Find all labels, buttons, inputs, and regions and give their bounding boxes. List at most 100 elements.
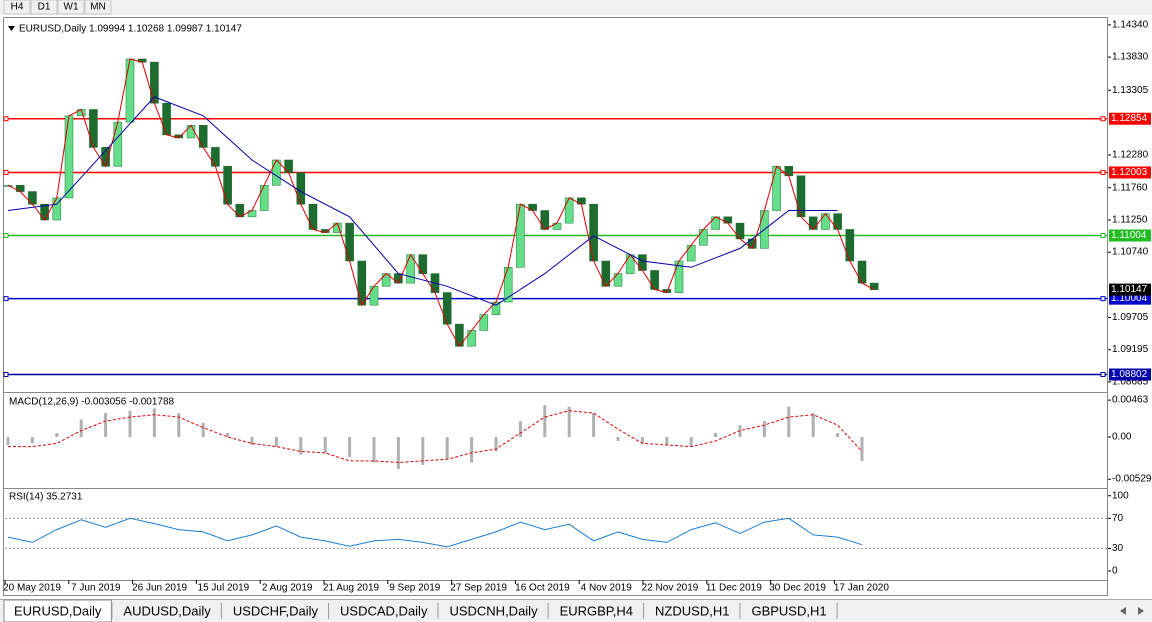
macd-bar	[665, 437, 669, 445]
macd-bar	[689, 437, 693, 447]
macd-bar	[811, 413, 815, 438]
macd-bar	[860, 437, 864, 461]
level-handle[interactable]	[3, 372, 9, 378]
timeframe-button[interactable]	[57, 0, 85, 15]
macd-bar	[445, 437, 449, 460]
timeframe-label: D1	[38, 2, 51, 13]
x-tick-label: 9 Sep 2019	[389, 583, 441, 594]
chart-frame	[3, 17, 1108, 596]
level-handle[interactable]	[1100, 372, 1106, 378]
tab-label[interactable]: EURUSD,Daily	[14, 604, 102, 619]
macd-title: MACD(12,26,9) -0.003056 -0.001788	[9, 397, 175, 408]
macd-bar	[616, 437, 620, 441]
tab-label[interactable]: GBPUSD,H1	[751, 604, 826, 619]
y-tick-label: 0.00	[1112, 432, 1132, 443]
candle	[345, 222, 354, 262]
candle	[564, 197, 574, 224]
macd-bar	[226, 433, 230, 438]
y-tick-label: 30	[1112, 543, 1124, 554]
level-handle[interactable]	[1100, 233, 1106, 239]
y-tick-label: 1.13830	[1112, 52, 1149, 63]
candle	[638, 254, 647, 271]
level-handle[interactable]	[3, 296, 9, 302]
y-tick-label: 1.12280	[1112, 149, 1149, 160]
candle	[272, 159, 281, 186]
timeframe-button[interactable]	[84, 0, 112, 15]
candle	[211, 147, 220, 167]
timeframe-label: W1	[64, 2, 79, 13]
candle	[821, 213, 830, 230]
candle	[845, 229, 855, 262]
macd-bar	[372, 437, 376, 463]
scroll-left[interactable]	[1120, 607, 1126, 615]
chart-title: EURUSD,Daily 1.09994 1.10268 1.09987 1.1…	[19, 24, 242, 35]
level-label-box	[1109, 112, 1151, 125]
y-tick-label: 1.08685	[1112, 376, 1149, 387]
candle	[772, 166, 781, 211]
fast-ma-line	[7, 58, 875, 348]
candle	[613, 273, 623, 287]
level-handle[interactable]	[1100, 116, 1106, 122]
candle	[686, 244, 696, 262]
y-tick-label: 70	[1112, 513, 1124, 524]
x-tick-label: 30 Dec 2019	[769, 583, 826, 594]
x-tick-label: 22 Nov 2019	[642, 583, 699, 594]
timeframe-button[interactable]	[3, 0, 31, 15]
rsi-line	[7, 517, 863, 548]
x-tick-label: 15 Jul 2019	[198, 583, 250, 594]
level-handle[interactable]	[3, 116, 9, 122]
tab-label[interactable]: AUDUSD,Daily	[123, 604, 211, 619]
candle	[540, 210, 550, 230]
candle	[64, 115, 74, 199]
candle	[369, 285, 379, 306]
level-label-text: 1.12003	[1111, 167, 1148, 178]
candle	[589, 203, 598, 262]
macd-bar	[30, 437, 34, 444]
level-handle[interactable]	[3, 233, 9, 239]
chart-menu-arrow[interactable]	[8, 26, 15, 31]
macd-bar	[543, 405, 547, 438]
x-tick-label: 20 May 2019	[3, 583, 61, 594]
macd-bar	[348, 437, 352, 457]
candle	[259, 184, 269, 211]
candle	[186, 125, 196, 139]
macd-bar	[421, 437, 425, 465]
level-handle[interactable]	[1100, 296, 1106, 302]
level-label-box	[1109, 292, 1151, 305]
macd-bar	[714, 433, 718, 438]
y-tick-label: 1.10740	[1112, 247, 1149, 258]
macd-bar	[152, 408, 156, 438]
tab-label[interactable]: NZDUSD,H1	[655, 604, 729, 619]
slow-ma-line	[7, 96, 838, 306]
level-label-text: 1.11004	[1111, 230, 1147, 241]
scroll-right[interactable]	[1138, 607, 1144, 615]
tab-label[interactable]: USDCNH,Daily	[449, 604, 538, 619]
x-tick-label: 2 Aug 2019	[262, 583, 313, 594]
macd-bar	[494, 437, 498, 452]
candle	[308, 203, 318, 230]
timeframe-label: H4	[11, 2, 24, 13]
candle	[89, 109, 98, 148]
candle	[808, 216, 818, 230]
tab-label[interactable]: USDCAD,Daily	[340, 604, 428, 619]
candle	[394, 273, 403, 284]
tab-label[interactable]: EURGBP,H4	[560, 604, 633, 619]
timeframe-button[interactable]	[30, 0, 58, 15]
macd-bar	[592, 413, 596, 438]
macd-bar	[396, 437, 400, 469]
tab-label[interactable]: USDCHF,Daily	[233, 604, 319, 619]
x-tick-label: 7 Jun 2019	[71, 583, 121, 594]
level-label-text: 1.12854	[1111, 113, 1148, 124]
candle	[650, 270, 659, 290]
current-price-box	[1109, 283, 1151, 296]
candle	[125, 58, 135, 123]
candle	[784, 166, 794, 177]
level-handle[interactable]	[1100, 169, 1106, 175]
timeframe-label: MN	[90, 2, 106, 13]
macd-bar	[567, 406, 571, 438]
level-handle[interactable]	[3, 169, 9, 175]
candle	[357, 260, 367, 306]
candle	[833, 213, 842, 230]
candle	[735, 222, 745, 240]
toolbar-bg	[0, 0, 1152, 15]
